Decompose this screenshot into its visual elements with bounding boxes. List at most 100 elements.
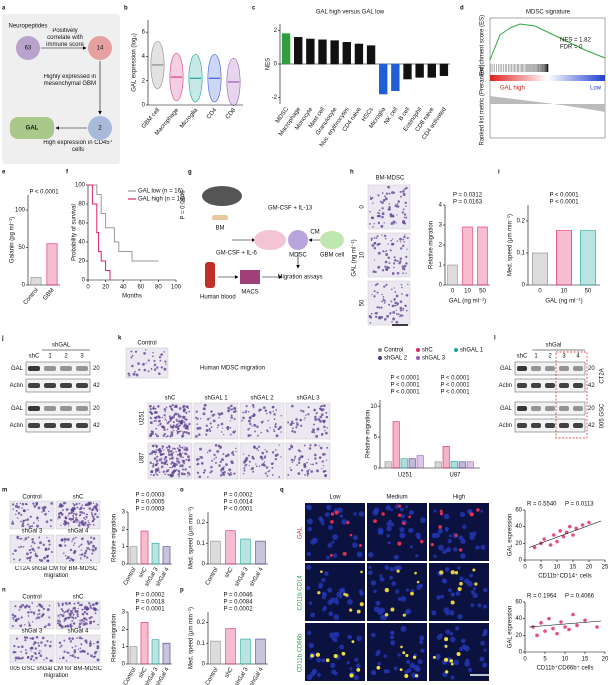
bar bbox=[306, 38, 315, 65]
cell bbox=[97, 609, 99, 611]
cell bbox=[373, 247, 377, 250]
nucleus bbox=[332, 637, 338, 643]
cell bbox=[12, 508, 14, 511]
cell bbox=[247, 419, 251, 423]
category-label: 0 bbox=[538, 289, 542, 295]
cell bbox=[90, 616, 93, 619]
bar bbox=[458, 461, 466, 469]
cell bbox=[322, 420, 326, 424]
p-value: P = 0.0084 bbox=[223, 600, 253, 606]
nucleus bbox=[459, 511, 466, 518]
cell bbox=[377, 194, 380, 197]
cell bbox=[374, 284, 377, 287]
stain bbox=[419, 539, 424, 544]
cell bbox=[59, 657, 61, 660]
cell bbox=[26, 557, 29, 560]
label: 20 bbox=[93, 366, 100, 372]
band bbox=[531, 406, 541, 411]
cell bbox=[179, 454, 183, 458]
cell bbox=[401, 244, 405, 248]
cell bbox=[69, 610, 73, 613]
cell bbox=[177, 473, 181, 476]
cell bbox=[58, 623, 62, 627]
cell bbox=[377, 212, 380, 215]
cell bbox=[39, 654, 43, 658]
cell bbox=[74, 645, 77, 648]
cell bbox=[402, 314, 404, 317]
nucleus bbox=[460, 538, 466, 545]
label: P = 0.0113 bbox=[565, 502, 594, 508]
cell bbox=[391, 191, 394, 194]
cell bbox=[372, 270, 376, 273]
bar bbox=[129, 546, 138, 565]
y-tick-label: 0.1 bbox=[197, 541, 206, 547]
nucleus bbox=[399, 532, 406, 539]
y-tick-label: 0 bbox=[274, 62, 278, 68]
cell bbox=[290, 458, 294, 462]
cell bbox=[222, 453, 225, 455]
cell bbox=[251, 425, 253, 427]
y-tick-label: 0.2 bbox=[517, 219, 526, 225]
legend-swatch bbox=[378, 348, 382, 352]
cell bbox=[176, 430, 180, 434]
cell bbox=[65, 660, 68, 662]
cell bbox=[63, 639, 66, 642]
cell bbox=[85, 606, 88, 609]
cell bbox=[374, 315, 378, 319]
bar bbox=[366, 45, 376, 65]
cell bbox=[15, 509, 18, 512]
cell bbox=[181, 435, 184, 438]
cell bbox=[152, 462, 155, 465]
cell bbox=[150, 470, 154, 473]
stain bbox=[450, 600, 455, 605]
cell bbox=[156, 366, 159, 369]
micrograph bbox=[193, 402, 239, 440]
bar bbox=[129, 646, 138, 665]
category-label: shGal 3 bbox=[234, 666, 250, 685]
nucleus bbox=[330, 662, 336, 668]
label: 63 bbox=[25, 46, 32, 52]
cell bbox=[318, 445, 320, 447]
nucleus bbox=[442, 549, 447, 555]
band bbox=[517, 423, 527, 428]
cell bbox=[313, 428, 315, 431]
cell bbox=[187, 432, 191, 435]
cell bbox=[377, 251, 381, 255]
label: MACS bbox=[241, 290, 258, 296]
bar bbox=[281, 33, 291, 65]
cell bbox=[47, 539, 51, 543]
cell bbox=[161, 425, 165, 429]
cell bbox=[275, 409, 278, 411]
p-value: P < 0.0001 bbox=[440, 390, 470, 396]
cell bbox=[73, 606, 77, 610]
cell bbox=[233, 418, 236, 421]
cell bbox=[264, 472, 267, 475]
stain bbox=[408, 515, 412, 519]
category-label: Microglia bbox=[179, 107, 199, 130]
cell bbox=[323, 470, 325, 473]
cell bbox=[66, 624, 70, 627]
label: 2 bbox=[548, 354, 552, 360]
cell bbox=[37, 609, 41, 612]
bar bbox=[46, 243, 58, 286]
cell bbox=[395, 312, 398, 315]
cell bbox=[255, 465, 258, 468]
point bbox=[571, 533, 575, 537]
cell bbox=[161, 445, 165, 448]
nucleus bbox=[321, 591, 327, 596]
cell bbox=[262, 406, 266, 409]
cell bbox=[381, 234, 383, 236]
cell bbox=[196, 423, 198, 425]
cell bbox=[161, 447, 164, 450]
bar bbox=[255, 540, 266, 565]
p-value: P < 0.0001 bbox=[390, 390, 420, 396]
cell bbox=[289, 467, 291, 469]
x-tick-label: 15 bbox=[570, 565, 577, 571]
cell bbox=[173, 414, 176, 417]
stain bbox=[474, 582, 478, 586]
cell bbox=[402, 309, 404, 312]
cell bbox=[222, 468, 225, 471]
cell bbox=[316, 427, 320, 431]
y-tick-label: 60 bbox=[515, 508, 522, 514]
